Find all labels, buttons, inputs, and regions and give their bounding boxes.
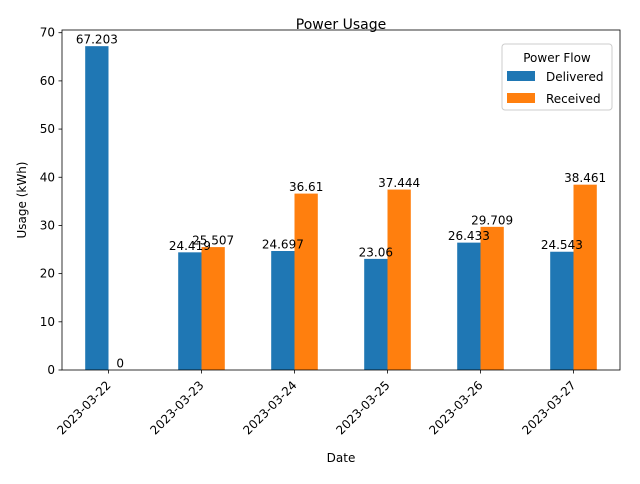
bar-label-received-2023-03-22: 0: [116, 357, 124, 371]
bars-layer: [85, 46, 597, 370]
bar-received-2023-03-23: [201, 247, 225, 370]
bar-received-2023-03-26: [480, 226, 504, 370]
y-tick-label: 60: [40, 74, 55, 88]
bar-delivered-2023-03-27: [550, 251, 574, 370]
legend-title: Power Flow: [523, 51, 591, 65]
bar-label-delivered-2023-03-23: 24.419: [169, 239, 211, 253]
legend-label-received: Received: [546, 92, 601, 106]
y-tick-label: 10: [40, 315, 55, 329]
legend-swatch-delivered: [507, 71, 535, 81]
bar-label-delivered-2023-03-26: 26.433: [448, 229, 490, 243]
axes-frame: [61, 29, 621, 371]
y-tick-label: 20: [40, 267, 55, 281]
bar-delivered-2023-03-25: [364, 258, 388, 370]
legend-swatch-received: [507, 93, 535, 103]
bar-label-received-2023-03-27: 38.461: [564, 171, 606, 185]
bar-received-2023-03-24: [294, 193, 318, 370]
bar-label-received-2023-03-24: 36.61: [289, 180, 323, 194]
bar-delivered-2023-03-24: [271, 250, 295, 370]
legend: Power Flow Delivered Received: [501, 43, 613, 111]
bar-delivered-2023-03-23: [178, 252, 202, 370]
x-axis-label: Date: [327, 451, 356, 465]
y-axis-label: Usage (kWh): [15, 162, 29, 239]
bar-label-received-2023-03-25: 37.444: [378, 176, 420, 190]
bar-received-2023-03-25: [387, 189, 411, 370]
bar-label-received-2023-03-23: 25.507: [192, 234, 234, 248]
chart-title: Power Usage: [296, 17, 386, 33]
bar-received-2023-03-27: [573, 184, 597, 370]
bar-delivered-2023-03-26: [457, 242, 481, 370]
bar-label-received-2023-03-26: 29.709: [471, 213, 513, 227]
y-tick-label: 40: [40, 170, 55, 184]
bar-delivered-2023-03-22: [85, 46, 109, 370]
bar-label-delivered-2023-03-25: 23.06: [359, 245, 393, 259]
y-tick-label: 50: [40, 122, 55, 136]
y-tick-label: 0: [47, 363, 55, 377]
y-tick-label: 30: [40, 218, 55, 232]
bar-label-delivered-2023-03-27: 24.543: [541, 238, 583, 252]
legend-label-delivered: Delivered: [546, 70, 603, 84]
y-tick-label: 70: [40, 26, 55, 40]
bar-label-delivered-2023-03-24: 24.697: [262, 237, 304, 251]
y-axis-ticks: 0 10 20 30 40 50 60 70: [40, 26, 62, 377]
bar-label-delivered-2023-03-22: 67.203: [76, 33, 118, 47]
